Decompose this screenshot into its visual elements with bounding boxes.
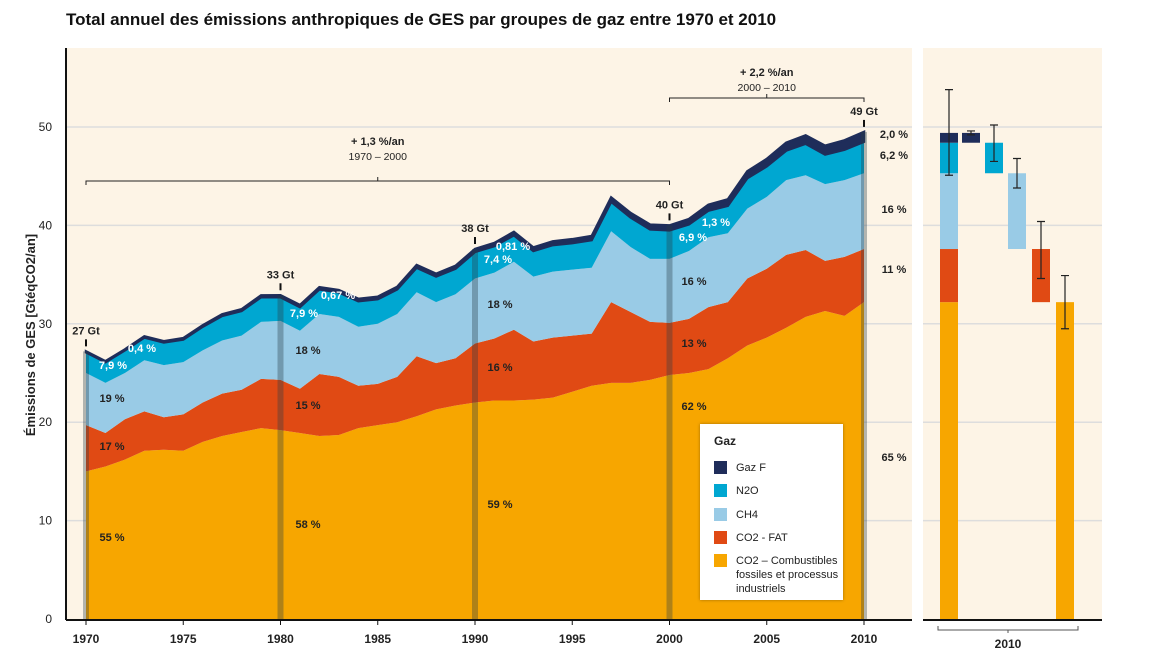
x-tick-label: 1995 (559, 632, 586, 646)
share-label: 16 % (881, 204, 906, 216)
y-tick-label: 10 (39, 514, 53, 528)
total-label: 38 Gt (461, 223, 489, 235)
legend-item-ch4: CH4 (714, 508, 846, 522)
total-label: 40 Gt (656, 199, 684, 211)
panel-bracket (937, 626, 1079, 633)
legend-swatch (714, 508, 727, 521)
area-gaz (84, 130, 866, 364)
share-label: 58 % (295, 519, 320, 531)
legend-swatch (714, 531, 727, 544)
growth-period-label: 2000 – 2010 (738, 82, 797, 94)
total-label: 49 Gt (850, 106, 878, 118)
legend-swatch (714, 461, 727, 474)
stacked-bar-segment (940, 249, 958, 303)
share-label: 59 % (487, 499, 512, 511)
share-label: 0,67 % (321, 290, 355, 302)
total-label: 27 Gt (72, 325, 100, 337)
growth-rate-label: + 2,2 %/an (740, 67, 794, 79)
growth-period-label: 1970 – 2000 (349, 151, 408, 163)
y-tick-label: 30 (39, 317, 53, 331)
share-label: 1,3 % (702, 217, 730, 229)
area-ch4 (86, 173, 864, 434)
growth-bracket (669, 94, 865, 102)
chart-title: Total annuel des émissions anthropiques … (66, 10, 777, 29)
share-label: 16 % (681, 276, 706, 288)
x-tick-label: 2005 (753, 632, 780, 646)
legend-swatch (714, 484, 727, 497)
legend-title: Gaz (714, 434, 737, 448)
panel-category-label: 2010 (995, 637, 1022, 651)
stacked-bar-segment (940, 173, 958, 250)
share-label: 15 % (295, 400, 320, 412)
year-marker-2000 (666, 225, 673, 619)
year-marker-1970 (83, 351, 89, 619)
share-label: 19 % (99, 393, 124, 405)
growth-bracket (85, 177, 670, 185)
share-label: 2,0 % (880, 129, 908, 141)
share-label: 18 % (487, 299, 512, 311)
legend-item-gaz-f: Gaz F (714, 461, 846, 475)
error-bar (967, 130, 975, 136)
waterfall-bar (962, 132, 980, 143)
waterfall-bar (1056, 302, 1074, 619)
share-label: 13 % (681, 338, 706, 350)
share-label: 6,9 % (679, 232, 707, 244)
area-n2o (86, 141, 864, 383)
share-label: 6,2 % (880, 150, 908, 162)
legend-item-co2-fat: CO2 - FAT (714, 531, 846, 545)
x-tick-label: 1970 (73, 632, 100, 646)
share-label: 0,81 % (496, 241, 530, 253)
area-co2 (86, 302, 864, 619)
x-tick-label: 1985 (364, 632, 391, 646)
x-tick-label: 2000 (656, 632, 683, 646)
share-label: 7,9 % (290, 308, 318, 320)
share-label: 0,4 % (128, 343, 156, 355)
share-label: 65 % (881, 452, 906, 464)
error-bar (1061, 274, 1069, 330)
waterfall-bar (1008, 173, 1026, 250)
stacked-bar-segment (940, 302, 958, 619)
legend-item-n2o: N2O (714, 484, 846, 498)
share-label: 7,9 % (99, 360, 127, 372)
year-marker-1980 (277, 295, 284, 619)
x-tick-label: 1975 (170, 632, 197, 646)
area-co2 (86, 249, 864, 472)
legend-item-co2-fossil: CO2 – Combustibles fossiles et processus… (714, 554, 846, 596)
share-label: 55 % (99, 532, 124, 544)
share-label: 17 % (99, 441, 124, 453)
total-label: 33 Gt (267, 269, 295, 281)
year-marker-1990 (472, 249, 478, 620)
y-tick-label: 20 (39, 415, 53, 429)
x-tick-label: 1980 (267, 632, 294, 646)
y-tick-label: 0 (45, 612, 52, 626)
share-label: 18 % (295, 345, 320, 357)
year-marker-2010 (861, 131, 867, 620)
y-tick-label: 40 (39, 218, 53, 232)
error-bar (1037, 220, 1045, 280)
x-tick-label: 1990 (462, 632, 489, 646)
error-bar (945, 89, 953, 176)
share-label: 62 % (681, 401, 706, 413)
legend-swatch (714, 554, 727, 567)
y-axis-title: Émissions de GES [GtéqCO2/an] (23, 234, 38, 436)
error-bar (990, 124, 998, 163)
share-label: 16 % (487, 362, 512, 374)
x-tick-label: 2010 (851, 632, 878, 646)
y-tick-label: 50 (39, 120, 53, 134)
error-bar (1013, 157, 1021, 189)
legend: Gaz Gaz F N2O CH4 CO2 - FAT CO2 – Combus… (700, 424, 843, 600)
share-label: 11 % (882, 264, 907, 276)
growth-rate-label: + 1,3 %/an (351, 136, 405, 148)
share-label: 7,4 % (484, 254, 512, 266)
